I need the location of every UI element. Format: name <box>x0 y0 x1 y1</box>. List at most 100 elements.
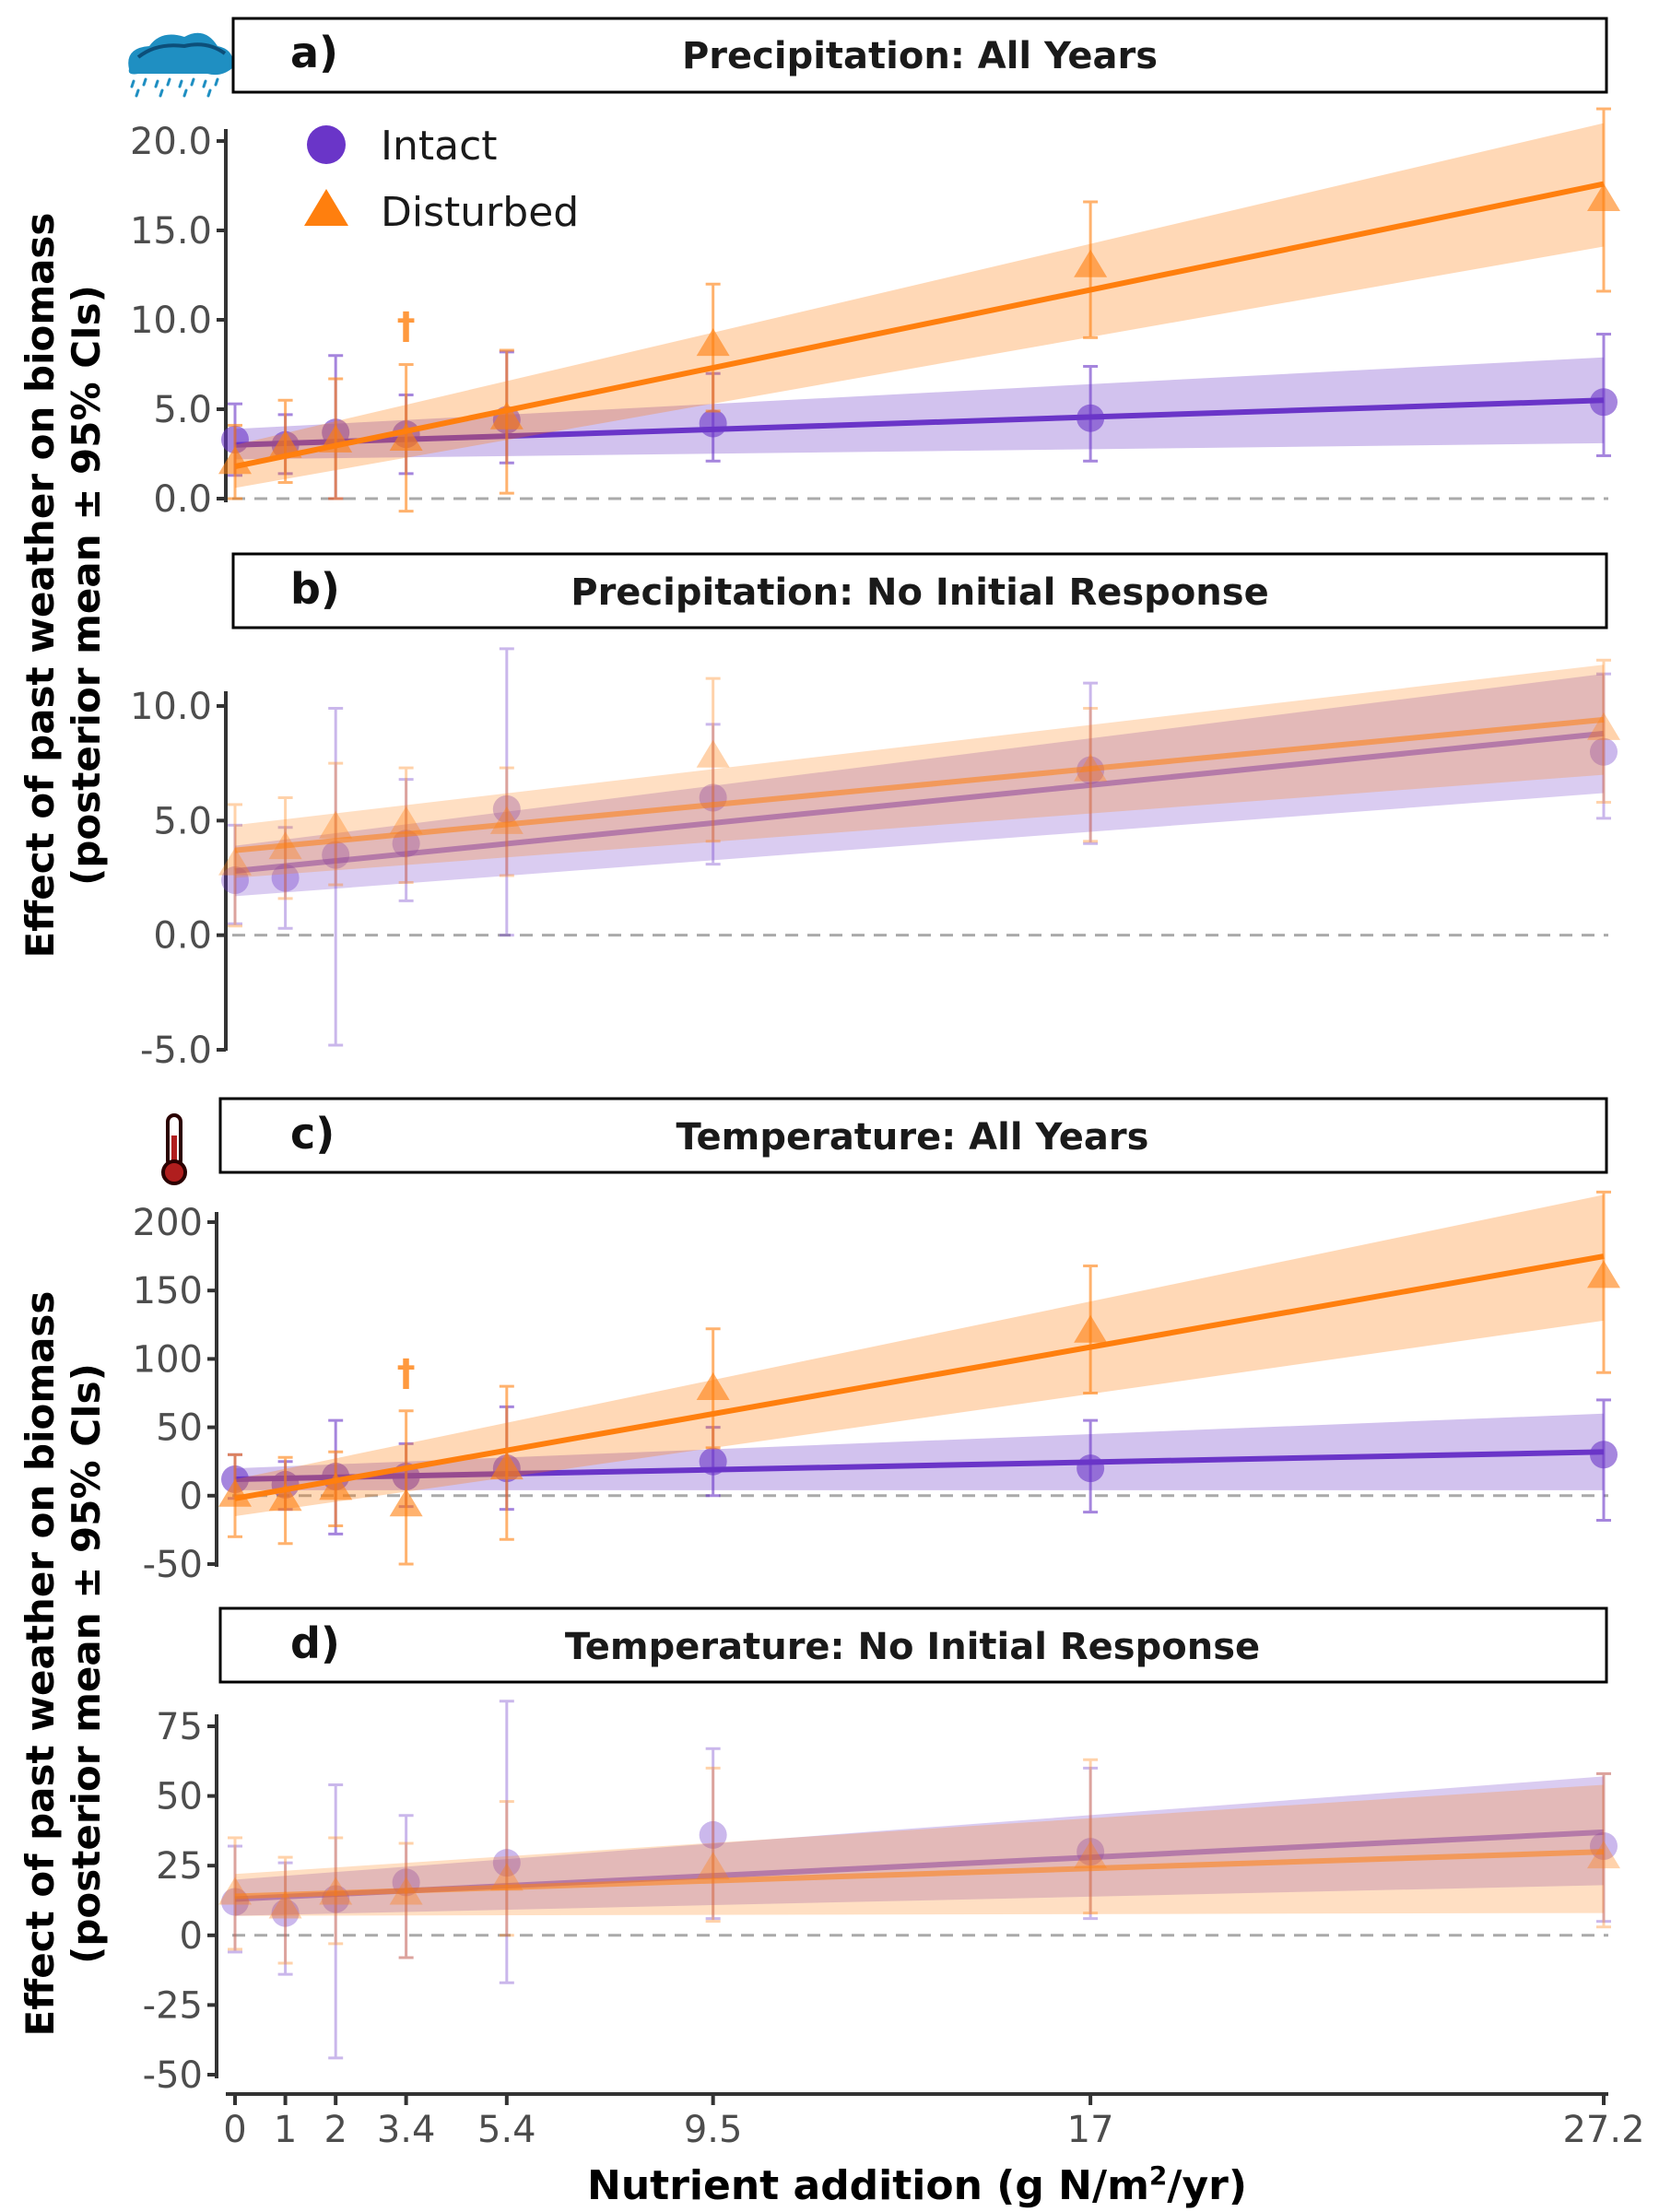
svg-text:(posterior mean ± 95% CIs): (posterior mean ± 95% CIs) <box>64 285 109 886</box>
panel-c-y-tick-label: 200 <box>133 1202 203 1244</box>
panel-d-disturbed-error-bar <box>277 1855 293 1965</box>
panel-b-disturbed-fit-line <box>234 716 1605 853</box>
panel-b-intact-error-bar <box>328 706 344 1047</box>
svg-text:Effect of past weather on biom: Effect of past weather on biomass <box>18 213 63 959</box>
x-axis-title: Nutrient addition (g N/m2/yr) <box>587 2160 1247 2209</box>
panel-d-intact-point <box>699 1820 727 1849</box>
legend-disturbed-marker <box>304 189 348 226</box>
panel-a-disturbed-point <box>489 401 524 429</box>
panel-c-disturbed-point <box>1074 1314 1108 1343</box>
panel-c-title: Temperature: All Years <box>677 1116 1149 1159</box>
y-axis-title-bottom: Effect of past weather on biomass (poste… <box>18 1291 109 2037</box>
svg-text:(posterior mean ± 95% CIs): (posterior mean ± 95% CIs) <box>64 1363 109 1964</box>
panel-b-disturbed-error-bar <box>228 803 242 928</box>
panel-b-disturbed-point <box>319 810 353 839</box>
panel-d-intact-error-bar <box>499 1700 514 1984</box>
panel-a-y-tick-label: 20.0 <box>130 121 212 163</box>
panel-b-disturbed-error-bar <box>1083 706 1099 843</box>
panel-d-y-tick-label: 25 <box>156 1845 203 1888</box>
x-axis-tick-label: 5.4 <box>477 2109 536 2151</box>
x-axis-tick-label: 2 <box>324 2109 347 2151</box>
thermometer-icon <box>161 1113 187 1185</box>
panel-b-intact-error-bar <box>499 647 514 937</box>
panel-a-intact-point <box>699 409 727 438</box>
panel-b-disturbed-error-bar <box>1596 658 1611 804</box>
panel-b-intact-point <box>271 864 300 892</box>
panel-c-disturbed-point <box>218 1478 252 1507</box>
panel-b-letter: b) <box>290 564 340 614</box>
panel-a-intact-fit-line <box>234 397 1605 448</box>
panel-d-intact-error-bar <box>277 1861 293 1976</box>
panel-b-title: Precipitation: No Initial Response <box>571 571 1268 614</box>
panel-b-disturbed-point <box>218 847 252 876</box>
panel-d-disturbed-error-bar <box>1083 1758 1099 1915</box>
panel-b-disturbed-error-bar <box>705 677 721 843</box>
panel-a-disturbed-point <box>1074 249 1108 277</box>
panel-c-intact-fit-line <box>234 1449 1605 1482</box>
x-axis-tick-label: 9.5 <box>684 2109 743 2151</box>
panel-b-intact-fit-line <box>234 730 1605 875</box>
panel-b-intact-error-bar <box>1596 672 1611 820</box>
panel-d-disturbed-error-bar <box>499 1800 514 1937</box>
legend-intact-marker <box>307 125 346 164</box>
panel-b-y-tick-label: 5.0 <box>153 800 212 842</box>
panel-d-disturbed-error-bar <box>1596 1771 1611 1929</box>
y-axis-title-top: Effect of past weather on biomass (poste… <box>18 213 109 959</box>
panel-c-letter: c) <box>290 1109 335 1159</box>
panel-d-title: Temperature: No Initial Response <box>565 1626 1260 1668</box>
panel-b-intact-point <box>492 794 521 823</box>
panel-c-disturbed-point <box>319 1472 353 1500</box>
panel-c-disturbed-fit-line <box>234 1253 1605 1501</box>
panel-d-letter: d) <box>290 1618 340 1668</box>
panel-b-intact-error-bar <box>1083 681 1099 845</box>
panel-d-disturbed-point <box>268 1890 302 1919</box>
panel-d-disturbed-error-bar <box>705 1766 721 1924</box>
panel-b-y-tick-label: -5.0 <box>140 1030 212 1072</box>
legend: Intact Disturbed <box>304 123 579 236</box>
panel-a-disturbed-point <box>1587 183 1620 212</box>
panel-c-disturbed-point <box>389 1488 423 1517</box>
panel-a-y-tick-label: 5.0 <box>153 389 212 431</box>
panel-c-strip: c) Temperature: All Years <box>218 1097 1608 1174</box>
rain-cloud-icon <box>128 32 233 98</box>
panel-d-intact-error-bar <box>1596 1771 1611 1924</box>
panel-d-intact-error-bar <box>705 1747 721 1921</box>
panel-d-intact-point <box>271 1899 300 1927</box>
panel-c-disturbed-point <box>696 1372 730 1401</box>
panel-a-disturbed-point <box>389 422 423 451</box>
panel-c-disturbed-error-bar <box>398 1409 414 1566</box>
panel-d-disturbed-error-bar <box>228 1836 242 1951</box>
panel-d-plot: -50 -25 0 25 50 75 <box>143 1700 1620 2097</box>
x-axis-ticks: 0 1 2 3.4 5.4 9.5 17 27.2 <box>223 2094 1645 2151</box>
panel-b-disturbed-ci-ribbon <box>235 665 1604 878</box>
panel-b-intact-error-bar <box>228 823 242 925</box>
panel-b-intact-error-bar <box>398 778 414 902</box>
x-axis-tick-label: 1 <box>274 2109 297 2151</box>
x-axis-tick-label: 27.2 <box>1562 2109 1644 2151</box>
panel-d-y-tick-label: 75 <box>156 1706 203 1748</box>
panel-a-disturbed-point <box>696 328 730 357</box>
panel-d-strip: d) Temperature: No Initial Response <box>218 1606 1608 1684</box>
panel-d-disturbed-point <box>696 1852 730 1880</box>
panel-d-y-tick-label: -50 <box>143 2054 203 2097</box>
panel-b-intact-point <box>221 865 249 894</box>
panel-a-y-tick-label: 15.0 <box>130 210 212 253</box>
panel-b-disturbed-point <box>389 806 423 834</box>
panel-c-y-tick-label: 100 <box>133 1338 203 1381</box>
panel-b-intact-point <box>1590 737 1618 766</box>
panel-d-disturbed-ci-ribbon <box>235 1784 1604 1916</box>
panel-d-intact-error-bar <box>1083 1766 1099 1921</box>
panel-c-y-tick-label: 0 <box>180 1476 203 1518</box>
panel-a-plot: 0.0 5.0 10.0 15.0 20.0 † <box>130 107 1620 521</box>
panel-b-disturbed-point <box>696 739 730 768</box>
panel-d-y-tick-label: 0 <box>180 1915 203 1958</box>
x-axis-tick-label: 0 <box>223 2109 246 2151</box>
panel-c-dagger: † <box>397 1352 416 1394</box>
panel-a-disturbed-fit-line <box>234 181 1605 470</box>
panel-a-y-tick-label: 0.0 <box>153 478 212 521</box>
panel-c-y-tick-label: 50 <box>156 1407 203 1450</box>
panel-d-intact-point <box>492 1849 521 1877</box>
panel-c-disturbed-point <box>1587 1260 1620 1288</box>
panel-d-disturbed-point <box>489 1863 524 1891</box>
panel-b-disturbed-error-bar <box>328 761 344 887</box>
